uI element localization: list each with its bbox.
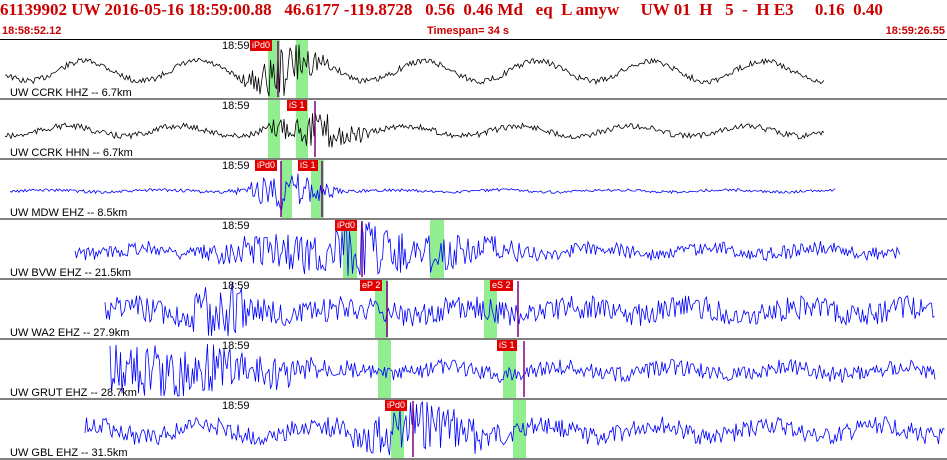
event-header: 61139902 UW 2016-05-16 18:59:00.88 46.61… <box>0 0 947 40</box>
pick-label[interactable]: iS 1 <box>497 340 517 351</box>
trace-label: UW CCRK HHZ -- 6.7km <box>10 87 132 99</box>
trace-label: UW GRUT EHZ -- 28.7km <box>10 387 137 399</box>
waveform <box>84 400 945 456</box>
trace-time: 18:59 <box>222 40 250 52</box>
start-time: 18:58:52.12 <box>2 25 62 37</box>
waveform <box>104 281 935 337</box>
seismogram-traces[interactable]: iPd0 18:59 UW CCRK HHZ -- 6.7km iS 1 18:59 UW… <box>0 39 947 460</box>
pick-label[interactable]: iPd0 <box>385 400 408 411</box>
trace-label: UW CCRK HHN -- 6.7km <box>10 147 133 159</box>
waveform <box>4 113 825 148</box>
pick-label[interactable]: eS 2 <box>490 280 513 291</box>
end-time: 18:59:26.55 <box>885 25 945 37</box>
trace-label: UW MDW EHZ -- 8.5km <box>10 207 128 219</box>
pick-window <box>296 100 308 158</box>
trace-label: UW WA2 EHZ -- 27.9km <box>10 327 130 339</box>
trace-row[interactable] <box>0 100 947 160</box>
trace-row[interactable] <box>0 400 947 460</box>
waveform <box>74 221 901 277</box>
trace-label: UW GBL EHZ -- 31.5km <box>10 447 128 459</box>
trace-row[interactable] <box>0 160 947 220</box>
timespan: Timespan= 34 s <box>427 25 510 37</box>
trace-canvas[interactable] <box>0 39 947 460</box>
pick-window <box>311 160 324 218</box>
trace-row[interactable] <box>0 40 947 100</box>
trace-label: UW BVW EHZ -- 21.5km <box>10 267 132 279</box>
trace-time: 18:59 <box>222 220 250 232</box>
waveform <box>109 343 936 397</box>
pick-label[interactable]: iPd0 <box>255 160 278 171</box>
trace-row[interactable] <box>0 220 947 280</box>
trace-time: 18:59 <box>222 400 250 412</box>
pick-window <box>484 280 497 338</box>
pick-label[interactable]: eP 2 <box>360 280 383 291</box>
pick-label[interactable]: iS 1 <box>287 100 307 111</box>
pick-window <box>268 100 280 158</box>
event-summary: 61139902 UW 2016-05-16 18:59:00.88 46.61… <box>0 0 883 19</box>
pick-window <box>281 160 292 218</box>
pick-window <box>375 280 388 338</box>
pick-window <box>430 220 444 278</box>
trace-row[interactable] <box>0 280 947 340</box>
trace-row[interactable] <box>0 340 947 400</box>
pick-label[interactable]: iPd0 <box>250 40 273 51</box>
waveform <box>4 44 825 97</box>
trace-time: 18:59 <box>222 100 250 112</box>
trace-time: 18:59 <box>222 340 250 352</box>
trace-time: 18:59 <box>222 280 250 292</box>
pick-label[interactable]: iPd0 <box>335 220 358 231</box>
pick-label[interactable]: iS 1 <box>298 160 318 171</box>
trace-time: 18:59 <box>222 160 250 172</box>
waveform <box>9 173 836 212</box>
